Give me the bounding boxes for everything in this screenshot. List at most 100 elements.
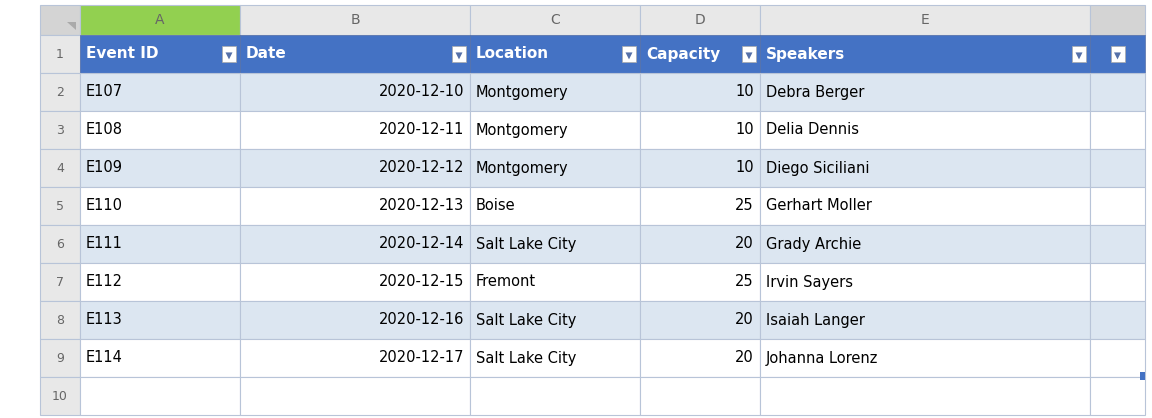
Text: 7: 7 xyxy=(56,275,65,288)
Text: 10: 10 xyxy=(735,122,755,138)
Bar xyxy=(1090,263,1145,301)
Bar xyxy=(641,187,760,225)
Text: 9: 9 xyxy=(56,352,65,364)
Bar xyxy=(760,111,1090,149)
Text: 2020-12-15: 2020-12-15 xyxy=(379,275,464,290)
Bar xyxy=(641,225,760,263)
Text: E109: E109 xyxy=(86,161,123,176)
Bar xyxy=(40,149,79,187)
Text: Montgomery: Montgomery xyxy=(476,161,569,176)
Bar xyxy=(470,263,641,301)
Text: E113: E113 xyxy=(86,313,123,327)
Bar xyxy=(240,263,470,301)
Bar xyxy=(240,339,470,377)
Bar xyxy=(470,301,641,339)
Bar xyxy=(470,187,641,225)
Polygon shape xyxy=(67,22,76,30)
Bar xyxy=(760,35,1090,73)
Bar xyxy=(760,339,1090,377)
Bar xyxy=(470,225,641,263)
Bar xyxy=(470,111,641,149)
Text: 10: 10 xyxy=(735,161,755,176)
Bar xyxy=(760,149,1090,187)
Bar xyxy=(760,301,1090,339)
Bar xyxy=(470,339,641,377)
Bar xyxy=(240,377,470,415)
Text: 10: 10 xyxy=(735,84,755,99)
Bar xyxy=(79,5,240,35)
Text: Speakers: Speakers xyxy=(766,46,846,61)
Bar xyxy=(470,377,641,415)
Text: 2020-12-16: 2020-12-16 xyxy=(379,313,464,327)
Text: D: D xyxy=(695,13,705,27)
Bar xyxy=(40,377,79,415)
Bar xyxy=(641,377,760,415)
Bar xyxy=(760,225,1090,263)
Bar xyxy=(79,377,240,415)
Bar xyxy=(641,73,760,111)
Bar xyxy=(641,35,760,73)
Text: Event ID: Event ID xyxy=(86,46,159,61)
Bar xyxy=(240,225,470,263)
Bar xyxy=(40,35,79,73)
Text: E112: E112 xyxy=(86,275,123,290)
Bar xyxy=(40,5,79,35)
Bar xyxy=(470,5,641,35)
Text: Fremont: Fremont xyxy=(476,275,536,290)
Polygon shape xyxy=(1114,52,1121,59)
Bar xyxy=(641,263,760,301)
Text: Boise: Boise xyxy=(476,199,516,214)
Bar xyxy=(40,225,79,263)
Text: 10: 10 xyxy=(52,390,68,403)
Text: 5: 5 xyxy=(56,199,65,212)
Bar xyxy=(240,187,470,225)
Text: Johanna Lorenz: Johanna Lorenz xyxy=(766,351,878,365)
Text: Capacity: Capacity xyxy=(646,46,720,61)
Bar xyxy=(79,149,240,187)
Bar xyxy=(40,301,79,339)
Text: 3: 3 xyxy=(56,123,65,137)
Bar xyxy=(1090,149,1145,187)
Text: Debra Berger: Debra Berger xyxy=(766,84,864,99)
Polygon shape xyxy=(455,52,462,59)
Bar xyxy=(240,73,470,111)
Bar xyxy=(742,46,756,62)
Text: 8: 8 xyxy=(56,314,65,326)
Bar xyxy=(760,73,1090,111)
Polygon shape xyxy=(226,52,233,59)
Bar xyxy=(40,263,79,301)
Bar xyxy=(760,377,1090,415)
Bar xyxy=(641,5,760,35)
Text: Delia Dennis: Delia Dennis xyxy=(766,122,859,138)
Text: 2020-12-17: 2020-12-17 xyxy=(379,351,464,365)
Bar xyxy=(470,149,641,187)
Bar xyxy=(760,5,1090,35)
Text: E107: E107 xyxy=(86,84,123,99)
Bar xyxy=(470,73,641,111)
Bar xyxy=(452,46,467,62)
Bar xyxy=(1090,187,1145,225)
Text: 2020-12-10: 2020-12-10 xyxy=(379,84,464,99)
Bar xyxy=(240,149,470,187)
Bar xyxy=(40,339,79,377)
Bar xyxy=(79,225,240,263)
Text: A: A xyxy=(156,13,165,27)
Text: Montgomery: Montgomery xyxy=(476,122,569,138)
Bar xyxy=(1090,5,1145,35)
Text: Salt Lake City: Salt Lake City xyxy=(476,351,576,365)
Bar xyxy=(1090,111,1145,149)
Text: C: C xyxy=(551,13,560,27)
Text: 6: 6 xyxy=(56,237,65,250)
Text: Isaiah Langer: Isaiah Langer xyxy=(766,313,865,327)
Bar xyxy=(641,111,760,149)
Bar xyxy=(1090,301,1145,339)
Bar xyxy=(240,35,470,73)
Bar xyxy=(240,5,470,35)
Text: Grady Archie: Grady Archie xyxy=(766,237,862,252)
Text: E108: E108 xyxy=(86,122,123,138)
Text: 25: 25 xyxy=(735,275,755,290)
Bar xyxy=(40,111,79,149)
Bar xyxy=(79,35,240,73)
Bar xyxy=(79,187,240,225)
Text: Salt Lake City: Salt Lake City xyxy=(476,313,576,327)
